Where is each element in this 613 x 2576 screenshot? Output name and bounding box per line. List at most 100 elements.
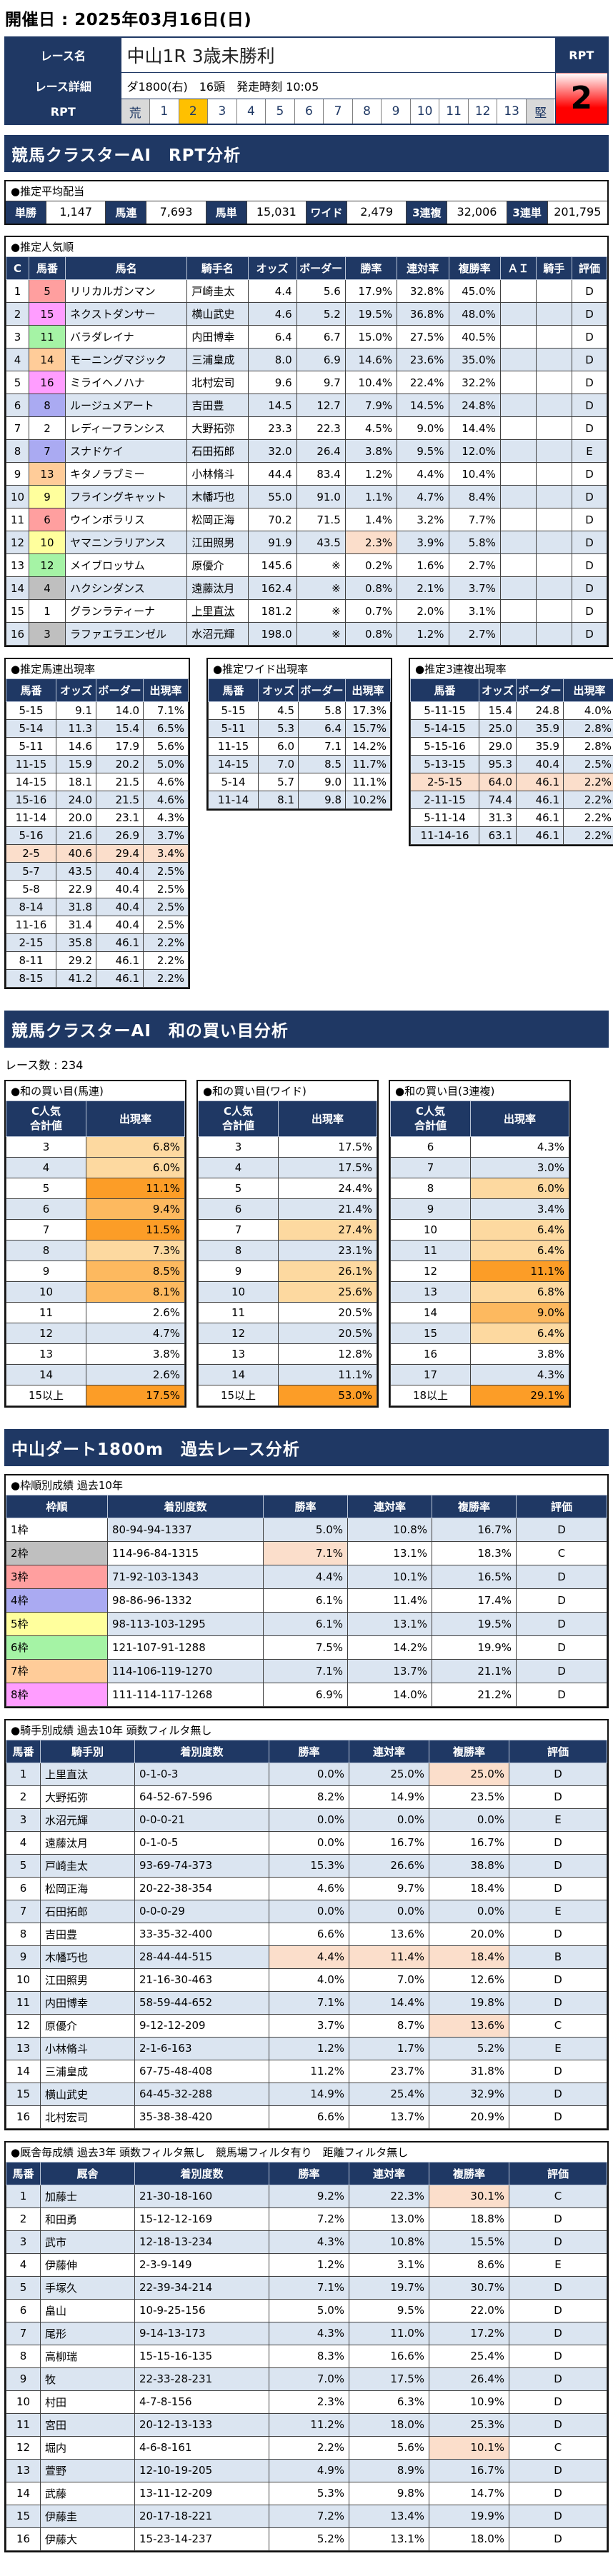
horse-number-cell: 12: [29, 554, 65, 577]
wa-row: 12 20.5%: [199, 1323, 377, 1343]
wa-row: 13 3.8%: [6, 1343, 185, 1364]
record-cell: 28-44-44-515: [135, 1945, 269, 1968]
border-cell: ※: [296, 600, 345, 623]
payout-item: 馬連 7,693: [106, 201, 206, 224]
kisyu-mark-cell: [536, 303, 572, 326]
rate-cell: 2.2%: [144, 952, 189, 970]
pair-cell: 11-15: [209, 738, 259, 756]
win-rate-cell: 1.1%: [345, 486, 397, 508]
horse-number-cell: 6: [6, 2299, 41, 2322]
horse-number-cell: 12: [6, 2436, 41, 2459]
eval-cell: D: [509, 1763, 607, 1785]
rpt-scale-cell: 13: [497, 99, 527, 124]
horse-name-cell: モーニングマジック: [66, 349, 187, 371]
race-info-table: レース名 中山1R 3歳未勝利 RPT レース詳細 ダ1800(右) 16頭 発…: [4, 36, 609, 125]
jockey-row: 16 北村宏司 35-38-38-420 6.6% 13.7% 20.9% D: [6, 2105, 607, 2128]
sum-cell: 14: [391, 1302, 471, 1323]
horse-number-cell: 16: [6, 2105, 41, 2128]
jockey-box: ●騎手別成績 過去10年 頭数フィルタ無し 馬番騎手別着別度数勝率連対率複勝率評…: [4, 1719, 609, 2130]
eval-cell: D: [572, 417, 607, 440]
jockey-row: 5 戸崎圭太 93-69-74-373 15.3% 26.6% 38.8% D: [6, 1854, 607, 1877]
sum-cell: 7: [6, 1219, 86, 1240]
odds-cell: 22.9: [56, 881, 96, 898]
horse-number-cell: 4: [6, 2253, 41, 2276]
place-rate-cell: 16.7%: [349, 1831, 429, 1854]
stable-row: 7 尾形 9-14-13-173 4.3% 11.0% 17.2% D: [6, 2322, 607, 2345]
horse-number-cell: 15: [6, 2083, 41, 2105]
sum-cell: 12: [391, 1261, 471, 1281]
payout-bet-type-label: 3連複: [407, 201, 447, 224]
odds-cell: 91.9: [248, 531, 296, 554]
column-header: 連対率: [349, 2162, 429, 2185]
pair-cell: 15-16: [6, 791, 56, 809]
horse-number-cell: 14: [6, 2482, 41, 2505]
ai-cell: [500, 326, 536, 349]
race-name-label: レース名: [5, 37, 121, 73]
place-rate-cell: 13.1%: [348, 1612, 432, 1635]
win-rate-cell: 7.2%: [269, 2207, 349, 2230]
sanrenpuku-row: 5-11-14 31.3 46.1 2.2%: [411, 809, 613, 827]
pair-cell: 8-11: [6, 952, 56, 970]
jockey-row: 8 吉田豊 33-35-32-400 6.6% 13.6% 20.0% D: [6, 1923, 607, 1945]
umaren-row: 8-14 31.8 40.4 2.5%: [6, 898, 189, 916]
stable-name-cell: 伊藤圭: [41, 2505, 135, 2527]
win-rate-cell: 7.1%: [264, 1541, 348, 1565]
rate-cell: 2.8%: [564, 720, 613, 738]
sum-cell: 11: [6, 1302, 86, 1323]
sum-cell: 15以上: [6, 1385, 86, 1405]
umaren-row: 5-14 11.3 15.4 6.5%: [6, 720, 189, 738]
sanrenpuku-box: ●推定3連複出現率 馬番オッズボーダー出現率 5-11-15 15.4 24.8: [409, 658, 613, 846]
rpt-scale-cell: 5: [266, 99, 295, 124]
rate-cell: 17.5%: [279, 1157, 377, 1178]
eval-cell: D: [509, 2367, 607, 2390]
odds-cell: 145.6: [248, 554, 296, 577]
kisyu-mark-cell: [536, 440, 572, 463]
section-rpt-analysis: 競馬クラスターAI RPT分析: [4, 135, 609, 172]
pair-cell: 5-11: [209, 720, 259, 738]
win-rate-cell: 1.2%: [345, 463, 397, 486]
sanrenpuku-row: 2-5-15 64.0 46.1 2.2%: [411, 773, 613, 791]
eval-cell: D: [572, 577, 607, 600]
trio-cell: 5-15-16: [411, 738, 479, 756]
horse-number-cell: 2: [6, 1785, 41, 1808]
horse-number-cell: 13: [6, 2037, 41, 2060]
kisyu-mark-cell: [536, 280, 572, 303]
rate-cell: 3.7%: [144, 827, 189, 845]
wa-row: 13 6.8%: [391, 1281, 569, 1302]
place-rate-cell: 14.2%: [348, 1635, 432, 1659]
show-rate-cell: 2.7%: [449, 623, 500, 646]
ai-cell: [500, 508, 536, 531]
record-cell: 114-106-119-1270: [108, 1659, 264, 1683]
show-rate-cell: 16.7%: [429, 2459, 509, 2482]
border-cell: 83.4: [296, 463, 345, 486]
odds-cell: 95.3: [479, 756, 517, 773]
place-rate-cell: 19.7%: [349, 2276, 429, 2299]
sum-cell: 18以上: [391, 1385, 471, 1405]
win-rate-cell: 6.9%: [264, 1683, 348, 1706]
wa-wide-title: ●和の買い目(ワイド): [198, 1081, 377, 1101]
rate-cell: 8.1%: [86, 1281, 185, 1302]
eval-cell: D: [509, 2482, 607, 2505]
wa-row: 3 17.5%: [199, 1136, 377, 1157]
eval-cell: D: [572, 371, 607, 394]
payout-bet-type-label: 3連単: [507, 201, 548, 224]
stable-title: ●厩舎毎成績 過去3年 頭数フィルタ無し 競馬場フィルタ有り 距離フィルタ無し: [6, 2143, 607, 2162]
border-cell: 9.0: [299, 773, 346, 791]
odds-cell: 55.0: [248, 486, 296, 508]
odds-cell: 24.0: [56, 791, 96, 809]
jockey-name-cell: 水沼元輝: [187, 623, 248, 646]
stable-box: ●厩舎毎成績 過去3年 頭数フィルタ無し 競馬場フィルタ有り 距離フィルタ無し …: [4, 2141, 609, 2552]
wa-wide-table: C人気 合計値 出現率 3 17.5%: [198, 1101, 377, 1406]
eval-cell: D: [509, 2276, 607, 2299]
rate-cell: 2.5%: [144, 916, 189, 934]
stable-name-cell: 和田勇: [41, 2207, 135, 2230]
sanrenpuku-row: 5-11-15 15.4 24.8 4.0%: [411, 702, 613, 720]
column-header: 馬番: [209, 679, 259, 702]
record-cell: 12-18-13-234: [135, 2230, 269, 2253]
waku-label-cell: 6枠: [6, 1635, 108, 1659]
kisyu-mark-cell: [536, 349, 572, 371]
jockey-name-cell: 小林脩斗: [187, 463, 248, 486]
border-cell: 7.1: [299, 738, 346, 756]
kisyu-mark-cell: [536, 554, 572, 577]
